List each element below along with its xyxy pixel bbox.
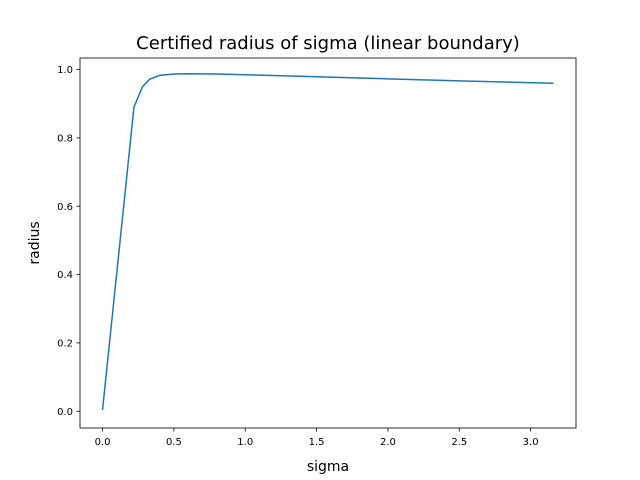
y-tick-label: 0.4 [57,270,73,281]
y-axis-label: radius [27,221,43,264]
x-tick-label: 1.0 [237,437,253,448]
x-tick-label: 1.5 [309,437,325,448]
chart-title: Certified radius of sigma (linear bounda… [136,33,520,54]
x-tick-label: 2.5 [451,437,467,448]
y-tick-label: 0.0 [57,407,73,418]
x-tick-label: 3.0 [523,437,539,448]
y-tick-label: 0.2 [57,338,73,349]
y-tick-label: 0.6 [57,202,73,213]
x-axis-label: sigma [307,459,349,475]
data-line [101,72,554,410]
y-tick-label: 0.8 [57,133,73,144]
x-tick-label: 0.5 [166,437,182,448]
x-tick-label: 2.0 [380,437,396,448]
y-tick-label: 1.0 [57,65,73,76]
plot-frame [79,57,577,429]
x-tick-label: 0.0 [95,437,111,448]
